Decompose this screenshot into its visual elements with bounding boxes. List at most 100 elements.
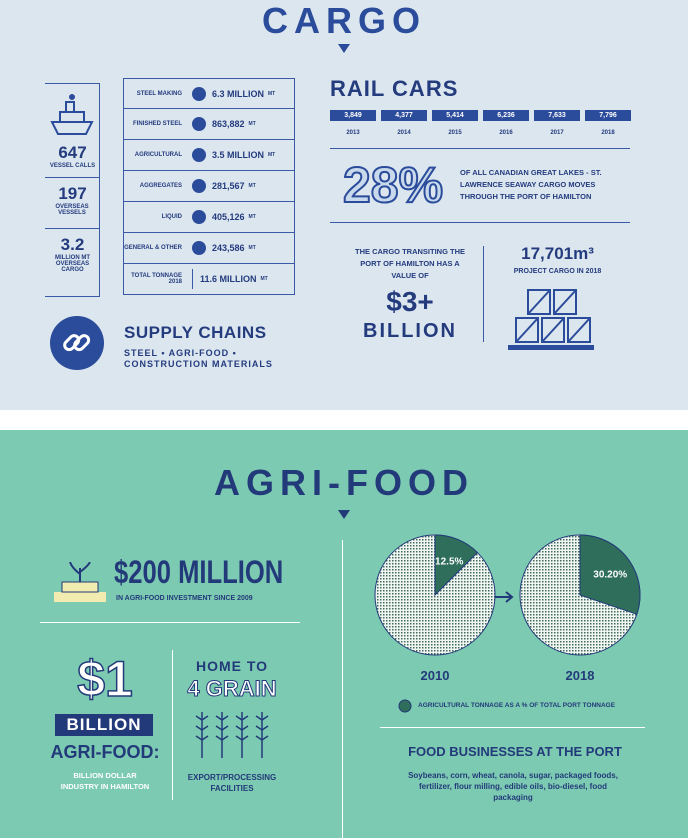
divider [380, 727, 645, 728]
row-unit: MT [248, 214, 256, 220]
row-value: 243,586 [212, 243, 245, 253]
rail-car: 6,236 [483, 110, 529, 121]
row-unit: MT [248, 245, 256, 251]
wheat-icon [195, 712, 269, 758]
grain-label: EXPORT/PROCESSING FACILITIES [187, 773, 277, 793]
section-heading: RAIL CARS [330, 76, 459, 101]
row-name: TOTAL TONNAGE 2018 [131, 273, 182, 285]
food-title: FOOD BUSINESSES AT THE PORT [408, 744, 622, 759]
rail-year: 2017 [550, 130, 564, 136]
table-row: STEEL MAKING 6.3 MILLION MT [123, 78, 295, 109]
divider [40, 622, 300, 623]
rail-car: 4,377 [381, 110, 427, 121]
share-value: 28% [342, 156, 444, 214]
row-icon [192, 241, 206, 255]
industry-title: AGRI-FOOD: [50, 742, 160, 762]
arrow [338, 510, 350, 519]
row-unit: MT [248, 121, 256, 127]
rail-car: 7,796 [585, 110, 631, 121]
rail-car: 7,633 [534, 110, 580, 121]
investment-label: IN AGRI-FOOD INVESTMENT SINCE 2009 [116, 595, 253, 602]
table-row: TOTAL TONNAGE 2018 11.6 MILLION MT [123, 264, 295, 295]
grain-line2: 4 GRAIN [187, 676, 277, 702]
row-icon [192, 179, 206, 193]
investment-value: $200 MILLION [114, 554, 284, 590]
stat-value: 197 [58, 184, 87, 203]
row-name: FINISHED STEEL [132, 121, 182, 127]
pie-year: 2010 [421, 668, 450, 683]
industry-value: $1 [76, 650, 133, 708]
rail-car: 5,414 [432, 110, 478, 121]
project-value: 17,701m³ [521, 244, 594, 263]
arrow [493, 591, 514, 603]
row-name: AGRICULTURAL [134, 152, 182, 158]
crates-icon [508, 289, 594, 350]
divider [342, 540, 343, 838]
plant-icon [54, 562, 106, 602]
legend-label: AGRICULTURAL TONNAGE AS A % OF TOTAL POR… [418, 702, 616, 709]
share-text: OF ALL CANADIAN GREAT LAKES - ST. LAWREN… [460, 168, 602, 201]
divider [45, 83, 100, 84]
row-name: AGGREGATES [139, 183, 182, 189]
row-icon [192, 117, 206, 131]
divider [99, 83, 100, 296]
row-value: 11.6 MILLION [200, 274, 257, 284]
row-unit: MT [268, 90, 276, 97]
row-name: STEEL MAKING [136, 90, 182, 97]
divider [330, 148, 630, 149]
rail-year: 2013 [346, 130, 360, 136]
row-icon [192, 269, 194, 289]
rail-year: 2015 [448, 130, 462, 136]
cargo-title: CARGO [262, 0, 426, 41]
rail-car: 3,849 [330, 110, 376, 121]
table-row: AGRICULTURAL 3.5 MILLION MT [123, 140, 295, 171]
stat-label: OVERSEAS VESSELS [55, 204, 89, 216]
row-icon [192, 148, 206, 162]
industry-label: BILLION DOLLAR INDUSTRY IN HAMILTON [60, 771, 150, 791]
pie-label: 12.5% [435, 557, 463, 568]
table-row: AGGREGATES 281,567 MT [123, 171, 295, 202]
row-value: 863,882 [212, 119, 245, 129]
row-value: 6.3 MILLION [212, 88, 265, 99]
project-label: PROJECT CARGO IN 2018 [513, 268, 602, 275]
agri-title: AGRI-FOOD [214, 462, 474, 503]
value-unit: BILLION [363, 320, 457, 342]
arrow [338, 44, 350, 53]
divider [330, 222, 630, 223]
value-text: THE CARGO TRANSITING THE PORT OF HAMILTO… [355, 247, 465, 280]
divider [172, 650, 173, 800]
pie-label: 30.20% [593, 569, 627, 580]
pie-charts: 12.5% 2010 30.20% 2018 [374, 534, 641, 683]
divider [483, 246, 484, 342]
pie-slice [579, 534, 641, 615]
food-text: Soybeans, corn, wheat, canola, sugar, pa… [408, 771, 618, 802]
row-icon [192, 210, 206, 224]
row-value: 3.5 MILLION [212, 150, 265, 160]
table-row: GENERAL & OTHER 243,586 MT [123, 233, 295, 264]
pie-slice [434, 534, 479, 597]
row-unit: MT [268, 152, 276, 158]
row-name: GENERAL & OTHER [124, 245, 182, 251]
rail-year: 2018 [601, 130, 615, 136]
stat-value: 3.2 [60, 235, 85, 254]
stat-label: VESSEL CALLS [49, 163, 96, 169]
divider [45, 228, 100, 229]
rail-year: 2016 [499, 130, 513, 136]
row-value: 281,567 [212, 181, 245, 191]
value-amount: $3+ [386, 286, 434, 317]
section-heading: SUPPLY CHAINS [124, 323, 267, 342]
row-icon [192, 86, 206, 101]
grain-line1: HOME TO [195, 658, 269, 674]
legend-swatch [398, 699, 412, 713]
rail-year: 2014 [397, 130, 411, 136]
table-row: LIQUID 405,126 MT [123, 202, 295, 233]
industry-unit: BILLION [55, 714, 153, 736]
pie-year: 2018 [566, 668, 595, 683]
row-unit: MT [260, 276, 268, 282]
row-name: LIQUID [161, 214, 182, 220]
divider [45, 296, 100, 297]
supply-text: STEEL • AGRI-FOOD • CONSTRUCTION MATERIA… [124, 348, 273, 369]
stat-label: MILLION MT OVERSEAS CARGO [55, 255, 90, 273]
stat-value: 647 [58, 143, 87, 162]
